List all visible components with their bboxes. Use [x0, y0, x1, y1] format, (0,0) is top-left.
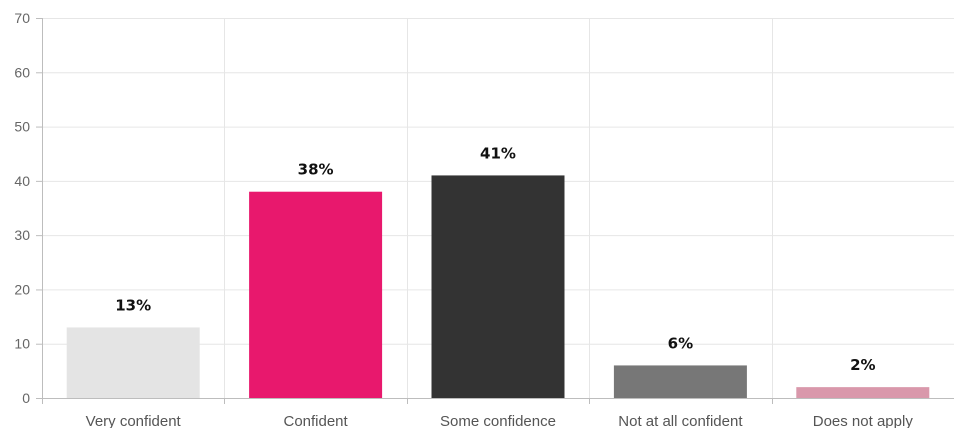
- x-category-label: Very confident: [86, 413, 182, 428]
- x-category-label: Some confidence: [440, 413, 556, 428]
- x-category-label: Does not apply: [813, 413, 914, 428]
- data-label: 38%: [298, 161, 334, 179]
- x-category-label: Confident: [283, 413, 348, 428]
- y-tick-label: 0: [22, 390, 30, 406]
- bar-2: [431, 175, 565, 398]
- y-tick-label: 30: [14, 227, 30, 243]
- data-label: 6%: [668, 334, 693, 352]
- y-tick-label: 20: [14, 281, 30, 297]
- labels: 13% Very confident 38% Confident 41% Some con…: [86, 144, 914, 428]
- data-label: 13%: [115, 296, 151, 314]
- y-tick-label: 50: [14, 119, 30, 135]
- bar-1: [249, 191, 383, 398]
- x-category-label: Not at all confident: [618, 413, 743, 428]
- bar-0: [66, 327, 200, 398]
- data-label: 2%: [850, 356, 875, 374]
- y-tick-label: 10: [14, 336, 30, 352]
- y-tick-label: 70: [14, 10, 30, 26]
- bar-3: [613, 365, 747, 398]
- bars: [66, 175, 930, 398]
- y-tick-label: 60: [14, 64, 30, 80]
- axes: 0 10 20 30 40 50 60 70: [14, 10, 954, 406]
- y-tick-label: 40: [14, 173, 30, 189]
- data-label: 41%: [480, 144, 516, 162]
- bar-4: [796, 387, 930, 398]
